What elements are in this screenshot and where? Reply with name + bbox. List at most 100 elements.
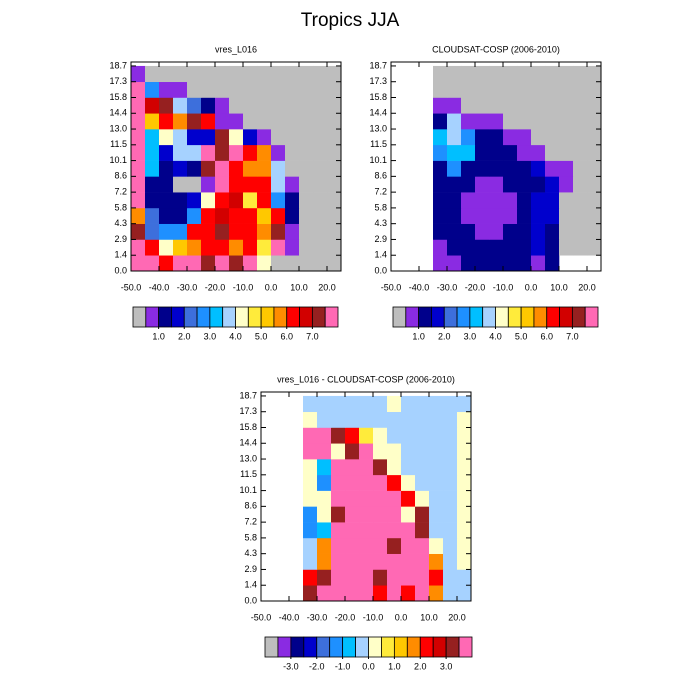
heatmap-cell <box>429 411 444 428</box>
heatmap-cell <box>187 160 202 177</box>
heatmap-cell <box>401 490 416 507</box>
heatmap-cell <box>299 113 314 130</box>
heatmap-cell <box>401 569 416 586</box>
colorbar-box <box>183 306 198 328</box>
heatmap-cell <box>503 223 518 240</box>
heatmap-cell <box>433 192 448 209</box>
heatmap-cell <box>373 506 388 523</box>
heatmap-cell <box>559 129 574 146</box>
heatmap-cell <box>475 81 490 98</box>
panel-title: vres_L016 <box>215 44 257 54</box>
plot-frame <box>130 61 342 272</box>
y-tick-label: 7.2 <box>374 187 387 197</box>
heatmap-cell <box>545 97 560 114</box>
colorbar-box <box>559 306 573 328</box>
x-tick-label: 10.0 <box>420 612 438 622</box>
colorbar-label: 3.0 <box>440 661 453 671</box>
heatmap-cell <box>401 427 416 444</box>
heatmap-cell <box>271 223 286 240</box>
heatmap-cell <box>373 459 388 476</box>
heatmap-cell <box>475 207 490 224</box>
heatmap-cell <box>559 160 574 177</box>
heatmap-cell <box>573 176 588 193</box>
colorbar-label: 1.0 <box>412 331 425 341</box>
x-tick-label: -50.0 <box>381 282 402 292</box>
heatmap-cell <box>229 81 244 98</box>
x-tick-label: 20.0 <box>318 282 336 292</box>
heatmap-cell <box>457 537 472 554</box>
heatmap-cell <box>145 223 160 240</box>
heatmap-cell <box>331 459 346 476</box>
heatmap-cell <box>331 569 346 586</box>
heatmap-cell <box>387 537 402 554</box>
heatmap-cell <box>359 553 374 570</box>
heatmap-cell <box>433 113 448 130</box>
heatmap-cell <box>303 443 318 460</box>
heatmap-cell <box>345 506 360 523</box>
heatmap-cell <box>173 144 188 161</box>
heatmap-cell <box>587 65 602 83</box>
heatmap-cell <box>373 395 388 413</box>
heatmap-cell <box>327 144 342 161</box>
heatmap-cell <box>401 522 416 539</box>
y-tick-label: 14.4 <box>109 108 127 118</box>
heatmap-cell <box>187 113 202 130</box>
colorbar-box <box>299 306 313 328</box>
heatmap-cell <box>131 144 146 161</box>
heatmap-cell <box>443 537 458 554</box>
y-tick-label: 2.9 <box>374 234 387 244</box>
heatmap-cell <box>433 239 448 256</box>
heatmap-cell <box>159 129 174 146</box>
heatmap-cell <box>503 81 518 98</box>
heatmap-cell <box>517 255 532 272</box>
heatmap-cell <box>215 97 230 114</box>
heatmap-cell <box>131 97 146 114</box>
heatmap-cell <box>173 81 188 98</box>
y-tick-label: 7.2 <box>244 517 257 527</box>
heatmap-cell <box>229 223 244 240</box>
heatmap-cell <box>201 160 216 177</box>
colorbar-box <box>507 306 522 328</box>
heatmap-cell <box>443 474 458 491</box>
heatmap-cell <box>429 506 444 523</box>
heatmap-cell <box>461 207 476 224</box>
heatmap-cell <box>517 207 532 224</box>
heatmap-cell <box>373 411 388 428</box>
heatmap-cell <box>415 537 430 554</box>
heatmap-cell <box>531 223 546 240</box>
y-tick-label: 11.5 <box>370 139 387 149</box>
heatmap-cell <box>531 192 546 209</box>
heatmap-cell <box>159 255 174 272</box>
colorbar-box <box>546 306 560 328</box>
colorbar-label: -1.0 <box>335 661 351 671</box>
heatmap-cell <box>187 144 202 161</box>
heatmap-cell <box>285 65 300 83</box>
heatmap-cell <box>531 160 546 177</box>
y-tick-label: 18.7 <box>369 60 387 70</box>
heatmap-cell <box>345 522 360 539</box>
heatmap-cell <box>475 160 490 177</box>
heatmap-cell <box>443 522 458 539</box>
heatmap-cell <box>429 474 444 491</box>
heatmap-cell <box>475 129 490 146</box>
heatmap-cell <box>559 81 574 98</box>
heatmap-cell <box>131 207 146 224</box>
heatmap-cell <box>429 553 444 570</box>
heatmap-cell <box>531 176 546 193</box>
heatmap-cell <box>461 144 476 161</box>
heatmap-cell <box>215 176 230 193</box>
colorbar-box <box>584 306 599 328</box>
heatmap-cell <box>285 97 300 114</box>
heatmap-cell <box>587 81 602 98</box>
heatmap-cell <box>461 81 476 98</box>
heatmap-cell <box>517 65 532 83</box>
heatmap-cell <box>131 160 146 177</box>
heatmap-cell <box>429 443 444 460</box>
heatmap-cell <box>475 144 490 161</box>
y-tick-label: 11.5 <box>110 139 127 149</box>
heatmap-cell <box>201 255 216 272</box>
heatmap-cell <box>317 490 332 507</box>
heatmap-cell <box>303 459 318 476</box>
x-tick-label: 20.0 <box>578 282 596 292</box>
heatmap-cell <box>131 65 146 83</box>
